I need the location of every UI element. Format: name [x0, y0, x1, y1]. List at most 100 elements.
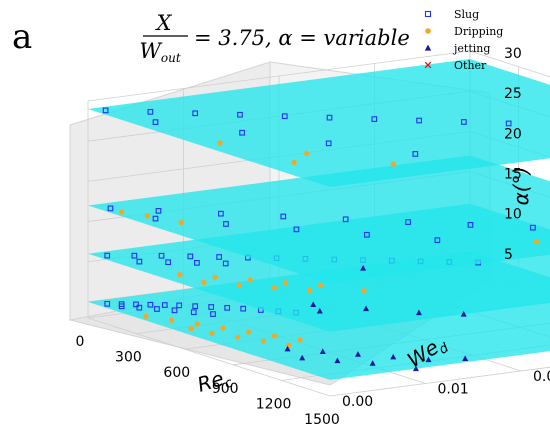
slug-point — [194, 259, 200, 266]
slug-point — [461, 119, 467, 125]
slug-point — [165, 259, 171, 266]
dripping-point — [260, 338, 266, 344]
axis-ticks: 0300600900120015000.000.010.020.030.0451… — [76, 46, 550, 425]
jetting-point — [412, 365, 419, 372]
slug-point — [104, 252, 111, 259]
dripping-point — [194, 321, 200, 327]
x-tick-label: 1500 — [304, 412, 340, 425]
slug-point — [224, 304, 231, 311]
slug-point — [154, 306, 160, 312]
legend-marker-dripping — [425, 28, 431, 34]
jetting-point — [462, 355, 469, 361]
slug-point — [192, 110, 199, 117]
dripping-point — [361, 288, 367, 294]
dripping-point — [307, 287, 313, 294]
dripping-point — [178, 219, 184, 226]
slug-point — [237, 111, 243, 118]
x-tick-label: 1200 — [256, 396, 292, 412]
dripping-point — [247, 277, 253, 283]
slug-point — [171, 307, 178, 314]
slug-point — [293, 226, 300, 233]
slug-point — [412, 151, 419, 157]
jetting-point — [334, 357, 341, 364]
dripping-point — [236, 282, 242, 288]
dripping-point — [188, 326, 194, 332]
slug-point — [155, 208, 162, 214]
slug-point — [326, 114, 333, 121]
slug-point — [133, 301, 139, 308]
title-denominator: Wout — [139, 39, 181, 65]
legend-marker-jetting — [424, 44, 432, 51]
slug-point — [371, 116, 378, 122]
slug-point — [218, 210, 224, 217]
legend-label: Dripping — [454, 25, 503, 38]
slug-point — [467, 222, 474, 228]
x-tick-label: 900 — [212, 381, 239, 397]
dripping-point — [318, 282, 324, 289]
slug-point — [131, 252, 138, 259]
y-tick-label: 0.01 — [438, 382, 469, 398]
dripping-point — [169, 317, 175, 323]
panel-letter: a — [12, 17, 32, 57]
slug-point — [223, 221, 229, 227]
jetting-point — [299, 354, 306, 361]
x-tick-label: 600 — [163, 365, 190, 381]
dripping-point — [282, 280, 288, 286]
z-tick-label: 25 — [504, 86, 522, 102]
jetting-point — [284, 345, 291, 352]
title-rest: = 3.75, α = variable — [194, 26, 410, 50]
slug-point — [208, 304, 215, 310]
slug-point — [158, 252, 165, 259]
slug-point — [187, 253, 194, 260]
alpha-plane — [88, 59, 550, 188]
slug-point — [161, 302, 168, 308]
slug-point — [240, 305, 247, 312]
slug-point — [239, 129, 245, 136]
jetting-point — [390, 353, 397, 360]
slug-point — [147, 108, 154, 115]
dripping-point — [235, 334, 241, 340]
slug-point — [118, 303, 125, 310]
dripping-point — [143, 313, 149, 319]
dripping-point — [201, 279, 207, 286]
slug-point — [216, 254, 222, 260]
dripping-point — [297, 337, 303, 343]
slug-point — [434, 237, 441, 244]
legend-label: jetting — [452, 42, 490, 55]
slug-point — [190, 309, 197, 316]
jetting-point — [425, 356, 432, 363]
dripping-point — [271, 285, 277, 291]
dripping-point — [217, 140, 223, 146]
slug-point — [342, 216, 349, 223]
z-tick-label: 15 — [504, 167, 522, 183]
dripping-point — [390, 161, 396, 167]
slug-point — [222, 260, 229, 267]
z-tick-label: 10 — [504, 207, 522, 223]
x-tick-label: 300 — [115, 350, 142, 366]
x-tick-label: 0 — [76, 334, 85, 350]
x-gridline — [329, 366, 550, 397]
z-axis-label: α(°) — [509, 167, 533, 206]
dripping-point — [291, 159, 297, 166]
alpha-plane — [88, 155, 550, 284]
legend-marker-other — [424, 61, 432, 69]
slug-point — [281, 113, 288, 120]
slug-point — [280, 213, 287, 220]
slug-point — [192, 303, 199, 310]
z-tick-label: 5 — [504, 247, 513, 263]
dripping-point — [209, 330, 215, 336]
dripping-point — [304, 150, 310, 157]
slug-point — [364, 231, 370, 238]
legend: Slug Dripping jetting Other — [424, 8, 503, 72]
dripping-point — [271, 333, 277, 339]
slug-point — [152, 119, 159, 125]
jetting-point — [363, 305, 370, 312]
slug-point — [416, 117, 422, 124]
slug-point — [152, 215, 159, 222]
dripping-point — [177, 272, 183, 278]
slug-point — [102, 107, 109, 114]
slug-point — [136, 258, 143, 265]
dripping-point — [212, 274, 218, 280]
title-numerator: X — [155, 11, 173, 35]
legend-marker-slug — [424, 10, 432, 18]
